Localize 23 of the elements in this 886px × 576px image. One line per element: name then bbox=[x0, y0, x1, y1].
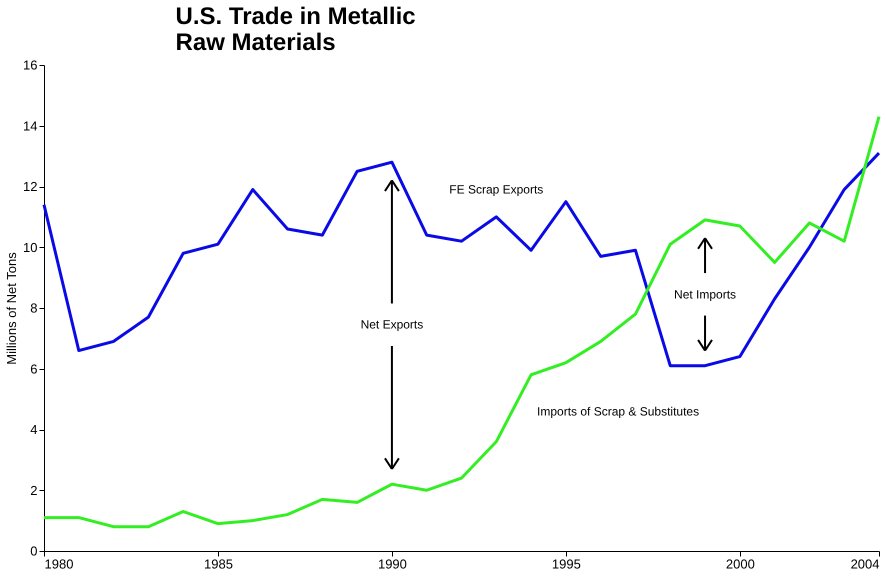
x-tick-label: 1995 bbox=[552, 556, 581, 572]
y-axis-title: Millions of Net Tons bbox=[4, 252, 20, 365]
x-tick-label: 2000 bbox=[726, 556, 755, 572]
x-tick-label: 1985 bbox=[204, 556, 233, 572]
y-tick-label: 8 bbox=[30, 300, 38, 316]
x-tick-label: 1990 bbox=[378, 556, 407, 572]
x-tick-label: 1980 bbox=[44, 556, 74, 572]
y-tick-label: 0 bbox=[30, 544, 38, 558]
chart-title: U.S. Trade in Metallic Raw Materials bbox=[176, 3, 416, 56]
y-tick-label: 12 bbox=[23, 179, 38, 194]
line-series bbox=[42, 115, 880, 528]
line-series bbox=[42, 152, 880, 368]
y-tick-label: 16 bbox=[23, 58, 38, 72]
y-tick-label: 4 bbox=[30, 422, 38, 437]
y-tick-label: 2 bbox=[30, 482, 38, 498]
series-label: Imports of Scrap & Substitutes bbox=[537, 404, 700, 418]
annotation: Net Exports bbox=[360, 318, 424, 332]
annotation: Net Imports bbox=[674, 287, 736, 302]
y-tick-label: 10 bbox=[23, 240, 38, 255]
series-label: FE Scrap Exports bbox=[449, 182, 544, 197]
y-tick-label: 14 bbox=[23, 118, 38, 134]
y-tick-label: 6 bbox=[30, 361, 38, 376]
x-tick-label: 2004 bbox=[850, 556, 880, 572]
